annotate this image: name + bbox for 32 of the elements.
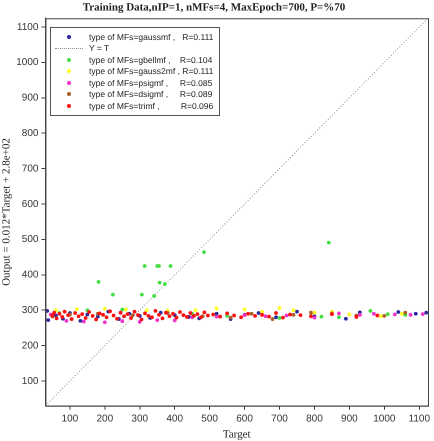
legend-label: type of MFs=psigmf , R=0.085	[89, 78, 212, 88]
legend-label: type of MFs=trimf , R=0.096	[89, 100, 214, 111]
legend-label: type of MFs=gaussmf , R=0.111	[89, 32, 214, 42]
x-tick-label: 1000	[373, 414, 396, 425]
legend-label: type of MFs=dsigmf , R=0.089	[89, 89, 212, 100]
y-tick-label: 900	[22, 92, 39, 104]
x-tick-label: 600	[236, 414, 254, 425]
x-tick-label: 100	[62, 414, 79, 425]
legend-label: Y = T	[89, 43, 110, 54]
x-tick-label: 1100	[408, 414, 430, 425]
y-tick-label: 1000	[16, 57, 39, 68]
y-tick-label: 100	[22, 376, 39, 387]
y-tick-label: 800	[22, 128, 39, 139]
legend-label: type of MFs=gauss2mf , R=0.111	[89, 66, 214, 76]
y-tick-label: 400	[22, 270, 39, 281]
y-tick-label: 500	[22, 234, 39, 246]
x-tick-label: 700	[271, 414, 288, 425]
y-tick-label: 1100	[16, 22, 39, 33]
y-tick-label: 600	[22, 198, 39, 210]
y-tick-label: 200	[22, 340, 39, 352]
x-axis-title: Target	[222, 428, 251, 440]
y-tick-label: 300	[22, 304, 39, 316]
x-tick-label: 300	[131, 414, 149, 425]
y-axis-title: Output = 0.012*Target + 2.8e+02	[0, 138, 12, 286]
x-tick-label: 500	[201, 414, 218, 425]
legend-label: type of MFs=gbellmf , R=0.104	[89, 54, 212, 65]
chart-title: Training Data,nIP=1, nMFs=4, MaxEpoch=700, P=%70	[82, 1, 346, 14]
y-tick-label: 700	[22, 163, 39, 174]
x-tick-label: 800	[306, 414, 324, 425]
x-tick-label: 400	[166, 414, 184, 425]
x-tick-label: 200	[96, 414, 114, 425]
x-tick-label: 900	[341, 414, 358, 425]
